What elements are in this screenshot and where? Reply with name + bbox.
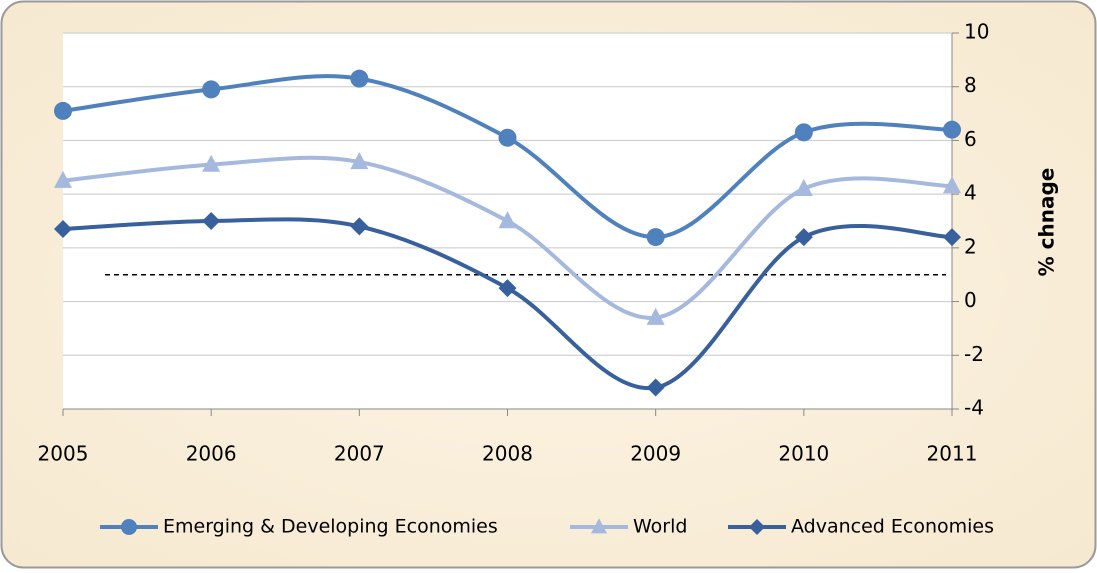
y-tick-label: -2 xyxy=(964,342,984,366)
marker xyxy=(794,228,813,247)
marker xyxy=(794,123,813,142)
marker xyxy=(54,101,72,120)
marker xyxy=(498,279,517,298)
marker xyxy=(943,120,961,139)
marker xyxy=(350,152,369,170)
marker xyxy=(591,518,607,534)
marker xyxy=(498,128,517,147)
legend-label: World xyxy=(633,516,687,538)
marker xyxy=(350,69,369,88)
x-tick-label: 2008 xyxy=(482,442,533,466)
marker xyxy=(794,178,813,196)
marker xyxy=(54,170,72,188)
y-tick-label: 4 xyxy=(964,181,977,205)
x-tick-label: 2011 xyxy=(927,442,978,466)
marker xyxy=(121,519,137,535)
x-tick-label: 2006 xyxy=(186,442,237,466)
marker xyxy=(202,212,221,230)
marker xyxy=(498,211,517,229)
x-tick-label: 2005 xyxy=(38,442,89,466)
legend-label: Advanced Economies xyxy=(791,516,994,538)
x-tick-label: 2010 xyxy=(778,442,829,466)
marker xyxy=(646,307,665,325)
marker xyxy=(54,220,72,239)
y-tick-label: 10 xyxy=(964,20,989,44)
y-axis-label: % chnage xyxy=(1035,168,1059,277)
y-tick-label: 8 xyxy=(964,73,977,97)
marker xyxy=(646,378,665,397)
y-tick-label: 2 xyxy=(964,234,977,258)
marker xyxy=(646,228,665,247)
y-tick-label: 0 xyxy=(964,288,977,312)
marker xyxy=(202,80,221,99)
x-tick-label: 2009 xyxy=(630,442,681,466)
y-tick-label: -4 xyxy=(964,396,984,420)
marker xyxy=(749,519,765,535)
marker xyxy=(943,176,961,194)
marker xyxy=(202,154,221,172)
marker xyxy=(350,217,369,236)
legend-label: Emerging & Developing Economies xyxy=(163,516,498,538)
y-tick-label: 6 xyxy=(964,127,977,151)
x-tick-label: 2007 xyxy=(334,442,385,466)
marker xyxy=(943,228,961,247)
